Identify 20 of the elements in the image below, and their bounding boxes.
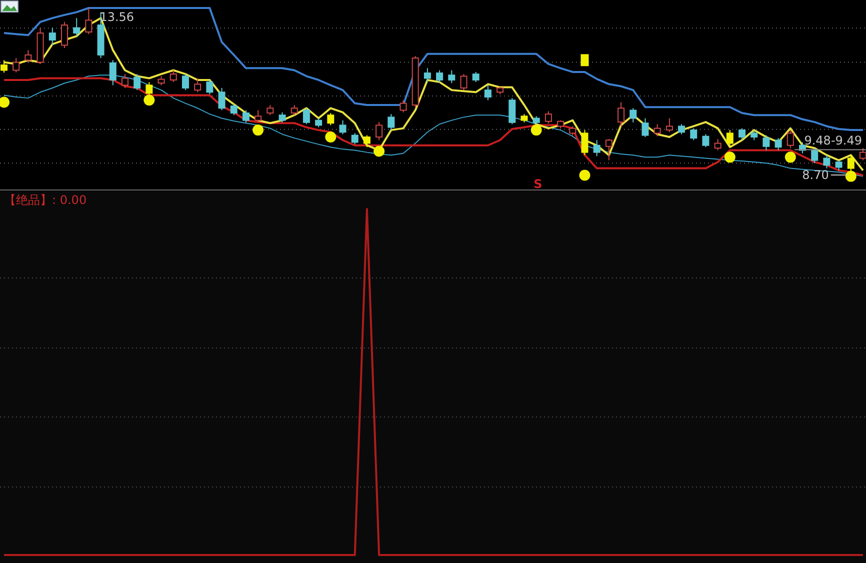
point [144, 94, 155, 106]
annotation: 8.70 [802, 168, 829, 182]
candlestick [654, 124, 661, 137]
point [579, 170, 590, 181]
candlestick [400, 100, 407, 113]
candlestick [24, 50, 32, 64]
candlestick [569, 126, 576, 136]
band-label: 9.48-9.49 [804, 134, 862, 148]
point [252, 124, 264, 136]
annotation: S [534, 177, 542, 191]
point [724, 152, 736, 163]
point [325, 132, 336, 143]
chart-title: 【绝品】: 0.00 [4, 193, 87, 207]
candlestick [424, 68, 431, 83]
point [845, 170, 856, 182]
point [784, 152, 796, 163]
point [530, 124, 542, 136]
candlestick [351, 132, 358, 145]
candlestick [315, 118, 322, 128]
point [374, 146, 385, 157]
